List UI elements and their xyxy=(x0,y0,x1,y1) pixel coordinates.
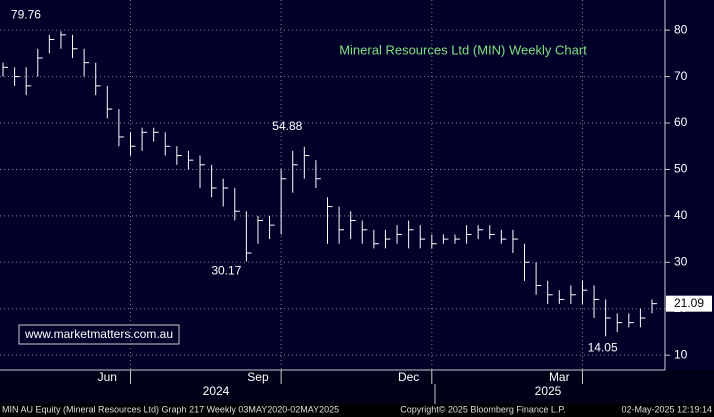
last-price-label: 21.09 xyxy=(674,296,704,310)
value-annotation: 30.17 xyxy=(211,264,241,278)
y-tick-label: 10 xyxy=(674,347,688,361)
y-tick-label: 40 xyxy=(674,208,688,222)
last-price-box xyxy=(666,295,712,312)
value-annotation: 54.88 xyxy=(272,119,302,133)
x-tick-label: Jun xyxy=(98,370,117,384)
y-tick-label: 70 xyxy=(674,69,688,83)
x-tick-label: Dec xyxy=(398,370,419,384)
footer-center: Copyright© 2025 Bloomberg Finance L.P. xyxy=(400,404,566,414)
value-annotation: 79.76 xyxy=(11,7,41,21)
footer-right: 02-May-2025 12:19:14 xyxy=(621,404,712,414)
value-annotation: 14.05 xyxy=(588,341,618,355)
footer-band xyxy=(0,404,714,417)
footer-left: MIN AU Equity (Mineral Resources Ltd) Gr… xyxy=(2,404,339,414)
watermark: www.marketmatters.com.au xyxy=(24,327,173,341)
x-axis-band xyxy=(0,370,714,404)
y-tick-label: 50 xyxy=(674,162,688,176)
y-tick-label: 80 xyxy=(674,22,688,36)
x-tick-label: Sep xyxy=(247,370,269,384)
chart-title: Mineral Resources Ltd (MIN) Weekly Chart xyxy=(339,42,587,57)
y-tick-label: 60 xyxy=(674,115,688,129)
year-label: 2025 xyxy=(535,384,562,398)
year-label: 2024 xyxy=(203,384,230,398)
watermark-box xyxy=(18,324,180,345)
x-tick-label: Mar xyxy=(549,370,570,384)
y-tick-label: 30 xyxy=(674,254,688,268)
